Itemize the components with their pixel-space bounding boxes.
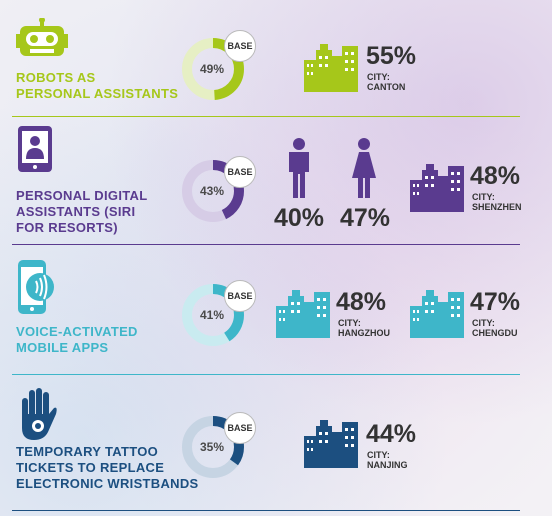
- row-tattoo-tickets: TEMPORARY TATTOO TICKETS TO REPLACE ELEC…: [0, 376, 552, 516]
- label-line: MOBILE APPS: [16, 340, 109, 355]
- male-icon: [289, 138, 309, 198]
- female-percentage: 47%: [340, 204, 391, 232]
- category-label: VOICE-ACTIVATED MOBILE APPS: [16, 324, 138, 356]
- city-label: CITY: CHENGDU: [472, 318, 518, 338]
- city-label: CITY: NANJING: [367, 450, 408, 470]
- city-name: HANGZHOU: [338, 328, 390, 338]
- row-divider: [12, 244, 520, 245]
- label-line: TEMPORARY TATTOO: [16, 444, 159, 459]
- base-donut: 41%: [180, 282, 246, 348]
- building-icon: [276, 290, 330, 338]
- hand-tattoo-icon: [22, 388, 57, 440]
- city-prefix: CITY:: [472, 192, 495, 202]
- city-percentage: 47%: [470, 288, 521, 316]
- city-label: CITY: SHENZHEN: [472, 192, 522, 212]
- city-prefix: CITY:: [472, 318, 495, 328]
- city-label: CITY: CANTON: [367, 72, 405, 92]
- label-line: ASSISTANTS (SIRI: [16, 204, 136, 219]
- city-name: SHENZHEN: [472, 202, 522, 212]
- building-icon: [410, 290, 464, 338]
- base-badge: BASE: [224, 412, 256, 444]
- city-name: CHENGDU: [472, 328, 518, 338]
- category-label: ROBOTS AS PERSONAL ASSISTANTS: [16, 70, 178, 102]
- label-line: TICKETS TO REPLACE: [16, 460, 165, 475]
- label-line: PERSONAL ASSISTANTS: [16, 86, 179, 101]
- row-divider: [12, 510, 520, 511]
- city-percentage: 55%: [366, 42, 417, 70]
- base-percentage: 35%: [200, 440, 225, 454]
- city-name: CANTON: [367, 82, 406, 92]
- base-badge: BASE: [224, 280, 256, 312]
- male-percentage: 40%: [274, 204, 325, 232]
- building-icon: [304, 44, 358, 92]
- female-icon: [352, 138, 376, 198]
- row-robots: ROBOTS AS PERSONAL ASSISTANTS 49% BASE 5…: [0, 0, 552, 118]
- row-divider: [12, 374, 520, 375]
- base-donut: 35%: [180, 414, 246, 480]
- label-line: PERSONAL DIGITAL: [16, 188, 148, 203]
- category-label: TEMPORARY TATTOO TICKETS TO REPLACE ELEC…: [16, 444, 199, 492]
- city-prefix: CITY:: [367, 72, 390, 82]
- row-divider: [12, 116, 520, 117]
- base-donut: 49%: [180, 36, 246, 102]
- city-percentage: 48%: [336, 288, 387, 316]
- label-line: ROBOTS AS: [16, 70, 96, 85]
- city-label: CITY: HANGZHOU: [338, 318, 390, 338]
- city-prefix: CITY:: [338, 318, 361, 328]
- robot-icon: [16, 18, 68, 56]
- label-line: VOICE-ACTIVATED: [16, 324, 138, 339]
- city-prefix: CITY:: [367, 450, 390, 460]
- city-percentage: 48%: [470, 162, 521, 190]
- row-voice-apps: VOICE-ACTIVATED MOBILE APPS 41% BASE 48%: [0, 246, 552, 376]
- base-badge: BASE: [224, 30, 256, 62]
- city-percentage: 44%: [366, 420, 417, 448]
- label-line: FOR RESORTS): [16, 220, 118, 235]
- base-donut: 43%: [180, 158, 246, 224]
- category-label: PERSONAL DIGITAL ASSISTANTS (SIRI FOR RE…: [16, 188, 147, 236]
- building-icon: [410, 164, 464, 212]
- base-percentage: 43%: [200, 184, 225, 198]
- row-personal-assistants: PERSONAL DIGITAL ASSISTANTS (SIRI FOR RE…: [0, 118, 552, 246]
- city-name: NANJING: [367, 460, 408, 470]
- label-line: ELECTRONIC WRISTBANDS: [16, 476, 199, 491]
- tablet-person-icon: [18, 126, 52, 172]
- base-badge: BASE: [224, 156, 256, 188]
- phone-voice-icon: [18, 260, 54, 314]
- building-icon: [304, 420, 358, 468]
- base-percentage: 41%: [200, 308, 225, 322]
- base-percentage: 49%: [200, 62, 225, 76]
